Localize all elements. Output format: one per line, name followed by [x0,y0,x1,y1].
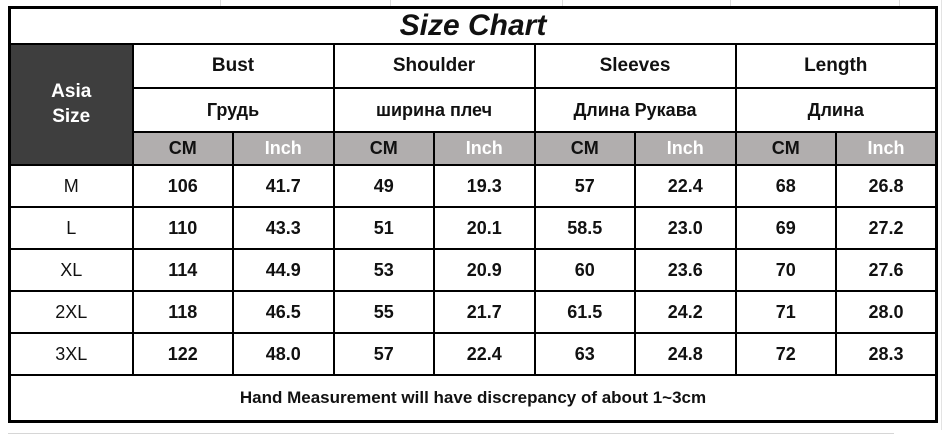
size-table-footer: Hand Measurement will have discrepancy o… [8,374,938,422]
measurement-value: 106 [131,164,234,208]
measurement-value: 27.2 [835,206,938,250]
measurement-value: 58.5 [533,206,636,250]
size-label: M [8,164,134,208]
group-header-sleeves-ru: Длина Рукава [533,87,737,133]
gridline [390,0,391,6]
unit-header-inch: Inch [835,131,938,166]
group-header-row-russian: Грудь ширина плеч Длина Рукава Длина [10,87,938,133]
unit-header-inch: Inch [634,131,737,166]
table-row: XL 114 44.9 53 20.9 60 23.6 70 27.6 [8,248,938,292]
measurement-value: 122 [131,332,234,376]
unit-header-row: CM Inch CM Inch CM Inch CM Inch [10,131,938,166]
measurement-value: 57 [533,164,636,208]
measurement-value: 22.4 [433,332,536,376]
page-title: Size Chart [8,6,938,45]
unit-header-cm: CM [533,131,636,166]
measurement-value: 44.9 [232,248,335,292]
measurement-value: 24.8 [634,332,737,376]
table-row: M 106 41.7 49 19.3 57 22.4 68 26.8 [8,164,938,208]
measurement-value: 21.7 [433,290,536,334]
measurement-value: 28.0 [835,290,938,334]
corner-label: Asia Size [51,80,92,127]
group-header-shoulder-ru: ширина плеч [332,87,536,133]
measurement-value: 49 [332,164,435,208]
gridline [899,0,900,6]
unit-header-cm: CM [332,131,435,166]
measurement-value: 23.0 [634,206,737,250]
measurement-value: 20.1 [433,206,536,250]
size-label: 3XL [8,332,134,376]
gridline [562,0,563,6]
measurement-value: 57 [332,332,435,376]
measurement-value: 71 [734,290,837,334]
measurement-value: 114 [131,248,234,292]
corner-cell-asia-size: Asia Size [8,43,134,166]
measurement-value: 20.9 [433,248,536,292]
measurement-note: Hand Measurement will have discrepancy o… [8,374,938,422]
group-header-bust-ru: Грудь [131,87,335,133]
measurement-value: 72 [734,332,837,376]
measurement-value: 22.4 [634,164,737,208]
group-header-length: Length [734,43,938,89]
measurement-value: 118 [131,290,234,334]
gridline [941,0,942,430]
measurement-value: 53 [332,248,435,292]
measurement-value: 27.6 [835,248,938,292]
group-header-sleeves: Sleeves [533,43,737,89]
measurement-value: 60 [533,248,636,292]
size-table-body: M 106 41.7 49 19.3 57 22.4 68 26.8 L 110 43.3 51 20.1… [8,164,938,376]
size-label: XL [8,248,134,292]
measurement-value: 41.7 [232,164,335,208]
size-chart-header: Size Chart Asia Size Bust Shoulder Sleev… [8,6,938,166]
measurement-value: 63 [533,332,636,376]
size-label: L [8,206,134,250]
unit-header-cm: CM [131,131,234,166]
measurement-value: 68 [734,164,837,208]
unit-header-inch: Inch [232,131,335,166]
size-chart-table: Size Chart Asia Size Bust Shoulder Sleev… [8,6,938,423]
gridline [220,0,221,6]
footer-row: Hand Measurement will have discrepancy o… [8,374,938,422]
group-header-bust: Bust [131,43,335,89]
measurement-value: 19.3 [433,164,536,208]
measurement-value: 48.0 [232,332,335,376]
unit-header-inch: Inch [433,131,536,166]
measurement-value: 43.3 [232,206,335,250]
table-row: L 110 43.3 51 20.1 58.5 23.0 69 27.2 [8,206,938,250]
gridline [8,433,894,434]
measurement-value: 24.2 [634,290,737,334]
gridline [730,0,731,6]
table-row: 3XL 122 48.0 57 22.4 63 24.8 72 28.3 [8,332,938,376]
measurement-value: 51 [332,206,435,250]
group-header-length-ru: Длина [734,87,938,133]
unit-header-cm: CM [734,131,837,166]
title-row: Size Chart [8,6,938,45]
measurement-value: 61.5 [533,290,636,334]
table-row: 2XL 118 46.5 55 21.7 61.5 24.2 71 28.0 [8,290,938,334]
measurement-value: 23.6 [634,248,737,292]
measurement-value: 26.8 [835,164,938,208]
group-header-shoulder: Shoulder [332,43,536,89]
measurement-value: 46.5 [232,290,335,334]
group-header-row: Asia Size Bust Shoulder Sleeves Length [8,43,938,166]
measurement-value: 110 [131,206,234,250]
measurement-value: 70 [734,248,837,292]
measurement-value: 69 [734,206,837,250]
measurement-value: 28.3 [835,332,938,376]
size-label: 2XL [8,290,134,334]
measurement-value: 55 [332,290,435,334]
